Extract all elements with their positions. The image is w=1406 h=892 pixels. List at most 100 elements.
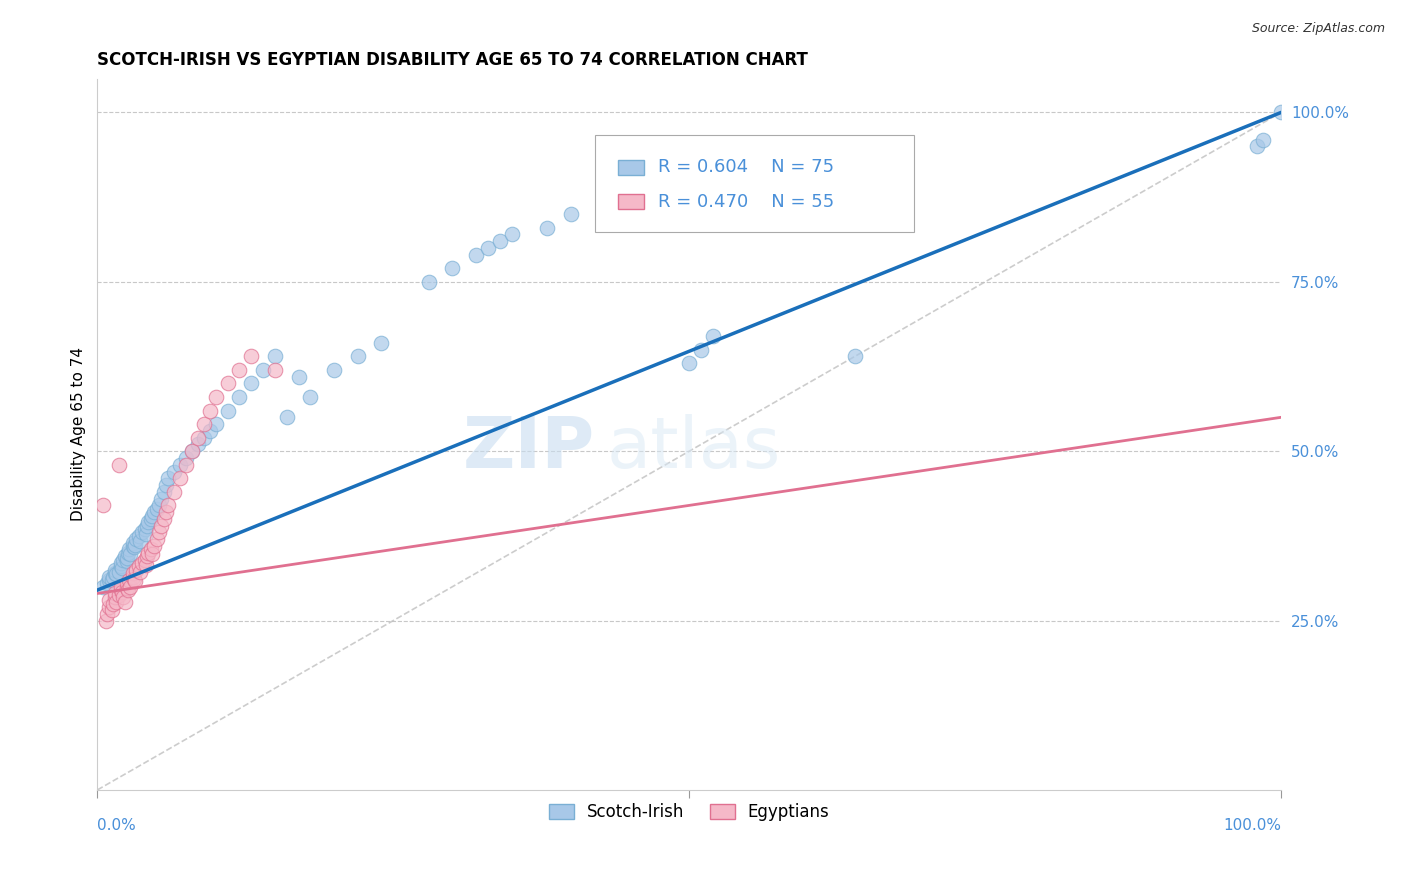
Scotch-Irish — [124, 538, 146, 552]
Text: R = 0.470    N = 55: R = 0.470 N = 55 — [658, 193, 835, 211]
Egyptians — [148, 525, 170, 540]
Egyptians — [125, 563, 148, 577]
Scotch-Irish — [118, 542, 141, 557]
Egyptians — [264, 363, 287, 377]
Egyptians — [135, 558, 157, 572]
Egyptians — [155, 505, 177, 519]
Scotch-Irish — [174, 450, 197, 465]
Egyptians — [198, 403, 221, 417]
Scotch-Irish — [117, 546, 139, 560]
Scotch-Irish — [96, 576, 118, 591]
FancyBboxPatch shape — [595, 136, 914, 232]
Egyptians — [143, 539, 166, 553]
Scotch-Irish — [143, 505, 166, 519]
Egyptians — [240, 349, 263, 363]
Egyptians — [136, 549, 159, 564]
Egyptians — [107, 458, 129, 472]
Egyptians — [181, 444, 204, 458]
Scotch-Irish — [198, 424, 221, 438]
Scotch-Irish — [276, 410, 298, 425]
Scotch-Irish — [193, 431, 215, 445]
Egyptians — [112, 590, 135, 604]
Scotch-Irish — [678, 356, 700, 370]
Scotch-Irish — [536, 220, 558, 235]
Egyptians — [204, 390, 226, 404]
Scotch-Irish — [114, 549, 136, 564]
Bar — [619, 160, 644, 176]
Scotch-Irish — [98, 569, 121, 583]
Scotch-Irish — [418, 275, 440, 289]
Bar — [619, 194, 644, 210]
Egyptians — [141, 547, 163, 561]
Egyptians — [115, 576, 138, 591]
Scotch-Irish — [181, 444, 204, 458]
Scotch-Irish — [107, 565, 129, 579]
Scotch-Irish — [134, 522, 156, 536]
Scotch-Irish — [110, 559, 132, 574]
Egyptians — [114, 594, 136, 608]
Scotch-Irish — [370, 335, 392, 350]
Scotch-Irish — [157, 471, 180, 485]
Egyptians — [100, 603, 122, 617]
Scotch-Irish — [501, 227, 523, 242]
Egyptians — [110, 580, 132, 594]
Scotch-Irish — [121, 539, 143, 553]
Egyptians — [91, 499, 114, 513]
Legend: Scotch-Irish, Egyptians: Scotch-Irish, Egyptians — [543, 797, 837, 828]
Egyptians — [128, 559, 150, 574]
Egyptians — [163, 484, 186, 499]
Scotch-Irish — [204, 417, 226, 431]
Scotch-Irish — [129, 533, 152, 548]
Egyptians — [136, 546, 159, 560]
Egyptians — [134, 552, 156, 566]
Egyptians — [104, 590, 127, 604]
Scotch-Irish — [100, 573, 122, 587]
Scotch-Irish — [104, 566, 127, 581]
Egyptians — [150, 518, 173, 533]
Egyptians — [96, 607, 118, 621]
Egyptians — [94, 614, 117, 628]
Egyptians — [145, 533, 167, 547]
Scotch-Irish — [441, 261, 464, 276]
Egyptians — [120, 580, 142, 594]
Scotch-Irish — [131, 525, 153, 540]
Scotch-Irish — [240, 376, 263, 391]
Scotch-Irish — [104, 563, 127, 577]
Egyptians — [122, 572, 145, 586]
Scotch-Irish — [163, 465, 186, 479]
Egyptians — [217, 376, 239, 391]
Egyptians — [117, 583, 139, 598]
Scotch-Irish — [477, 241, 499, 255]
Scotch-Irish — [115, 554, 138, 568]
Text: 100.0%: 100.0% — [1223, 818, 1281, 833]
Text: atlas: atlas — [606, 414, 780, 483]
Scotch-Irish — [155, 478, 177, 492]
Scotch-Irish — [101, 569, 124, 583]
Scotch-Irish — [112, 552, 135, 566]
Scotch-Irish — [128, 529, 150, 543]
Scotch-Irish — [136, 516, 159, 530]
Scotch-Irish — [141, 508, 163, 523]
Scotch-Irish — [125, 533, 148, 547]
Scotch-Irish — [120, 547, 142, 561]
Egyptians — [110, 583, 132, 598]
Egyptians — [139, 542, 162, 557]
Text: ZIP: ZIP — [463, 414, 595, 483]
Egyptians — [228, 363, 250, 377]
Egyptians — [129, 565, 152, 579]
Scotch-Irish — [217, 403, 239, 417]
Scotch-Irish — [560, 207, 582, 221]
Egyptians — [105, 594, 128, 608]
Text: 0.0%: 0.0% — [97, 818, 136, 833]
Scotch-Irish — [152, 484, 174, 499]
Egyptians — [193, 417, 215, 431]
Egyptians — [98, 593, 121, 607]
Scotch-Irish — [323, 363, 346, 377]
Scotch-Irish — [91, 580, 114, 594]
Egyptians — [101, 597, 124, 611]
Scotch-Irish — [1253, 132, 1275, 146]
Text: SCOTCH-IRISH VS EGYPTIAN DISABILITY AGE 65 TO 74 CORRELATION CHART: SCOTCH-IRISH VS EGYPTIAN DISABILITY AGE … — [97, 51, 808, 69]
Scotch-Irish — [111, 560, 134, 574]
Scotch-Irish — [148, 499, 170, 513]
Egyptians — [107, 588, 129, 602]
